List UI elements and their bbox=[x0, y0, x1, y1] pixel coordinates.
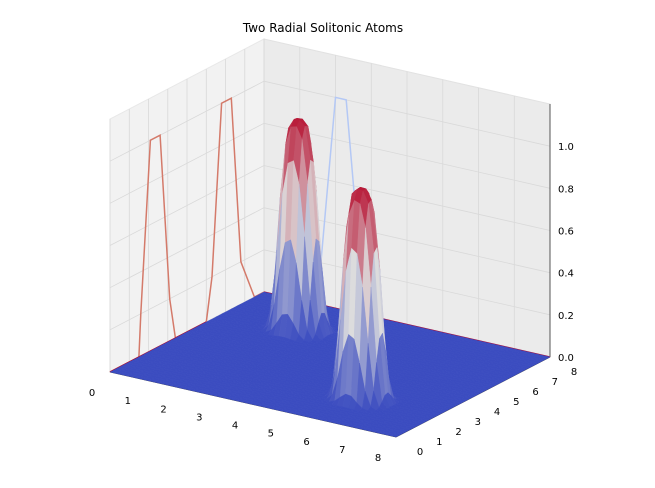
surface bbox=[109, 117, 551, 438]
y-tick-label: 0 bbox=[417, 447, 423, 458]
surface-patch bbox=[389, 433, 400, 438]
z-tick-label: 0.4 bbox=[558, 269, 574, 280]
x-tick-label: 0 bbox=[89, 388, 95, 399]
y-tick-label: 1 bbox=[436, 437, 442, 448]
x-tick-label: 4 bbox=[232, 421, 238, 432]
y-tick-label: 4 bbox=[494, 407, 500, 418]
z-tick-labels: 0.0 0.2 0.4 0.6 0.8 1.0 bbox=[558, 142, 574, 364]
x-tick-label: 6 bbox=[303, 437, 309, 448]
z-tick-label: 0.6 bbox=[558, 227, 574, 238]
y-tick-label: 2 bbox=[455, 427, 461, 438]
x-tick-label: 7 bbox=[339, 445, 345, 456]
z-tick-label: 0.2 bbox=[558, 311, 574, 322]
x-tick-labels: 0 1 2 3 4 5 6 7 8 bbox=[89, 388, 381, 464]
y-tick-label: 8 bbox=[571, 367, 577, 378]
z-tick-label: 1.0 bbox=[558, 142, 574, 153]
grid-line-z bbox=[109, 165, 551, 246]
x-tick-label: 3 bbox=[196, 412, 202, 423]
grid-line-z bbox=[109, 207, 551, 289]
chart-title: Two Radial Solitonic Atoms bbox=[242, 21, 403, 35]
y-tick-label: 3 bbox=[475, 417, 481, 428]
x-tick-label: 5 bbox=[268, 429, 274, 440]
x-tick-label: 1 bbox=[125, 396, 131, 407]
y-tick-label: 7 bbox=[552, 377, 558, 388]
z-tick-label: 0.0 bbox=[558, 353, 574, 364]
x-tick-label: 2 bbox=[160, 404, 166, 415]
grid-line-z bbox=[109, 80, 551, 162]
y-tick-label: 5 bbox=[513, 397, 519, 408]
grid-line-z bbox=[109, 122, 551, 204]
z-tick-label: 0.8 bbox=[558, 184, 574, 195]
x-tick-label: 8 bbox=[375, 453, 381, 464]
y-tick-labels: 0 1 2 3 4 5 6 7 8 bbox=[417, 367, 577, 458]
grid-line-z bbox=[109, 249, 551, 331]
y-tick-label: 6 bbox=[532, 387, 538, 398]
